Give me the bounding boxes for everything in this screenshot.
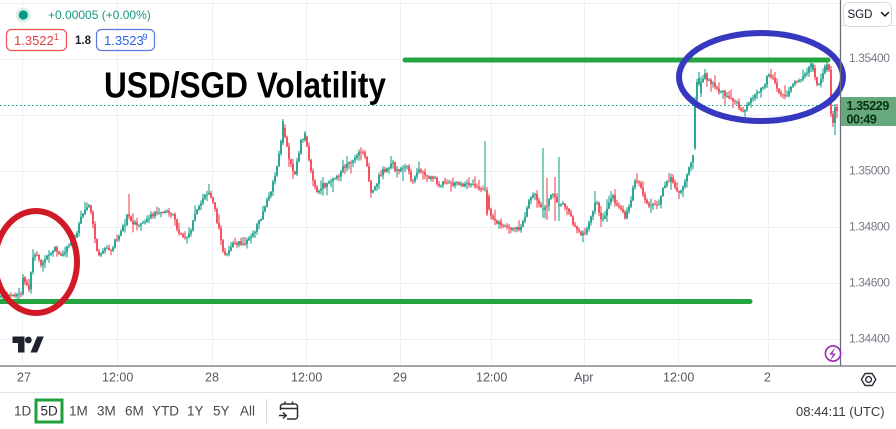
svg-text:12:00: 12:00	[663, 371, 694, 385]
svg-text:+0.00005 (+0.00%): +0.00005 (+0.00%)	[48, 8, 151, 22]
svg-text:1.35000: 1.35000	[849, 164, 890, 178]
svg-text:9: 9	[143, 32, 148, 42]
svg-text:SGD: SGD	[848, 9, 873, 21]
svg-text:08:44:11 (UTC): 08:44:11 (UTC)	[796, 404, 885, 419]
svg-text:12:00: 12:00	[291, 371, 322, 385]
svg-text:12:00: 12:00	[102, 371, 133, 385]
svg-text:5Y: 5Y	[213, 404, 230, 419]
svg-text:00:49: 00:49	[847, 113, 877, 127]
svg-text:27: 27	[17, 371, 31, 385]
svg-text:1D: 1D	[14, 404, 32, 419]
svg-text:1Y: 1Y	[187, 404, 204, 419]
svg-text:1.35229: 1.35229	[847, 99, 890, 113]
svg-text:28: 28	[205, 371, 219, 385]
svg-text:1.3522: 1.3522	[14, 33, 54, 48]
svg-text:1.8: 1.8	[75, 35, 92, 47]
svg-text:1.34400: 1.34400	[849, 332, 890, 346]
svg-text:Apr: Apr	[574, 371, 593, 385]
svg-text:1.34800: 1.34800	[849, 220, 890, 234]
svg-text:USD/SGD Volatility: USD/SGD Volatility	[104, 65, 386, 106]
svg-text:YTD: YTD	[152, 404, 179, 419]
svg-text:2: 2	[764, 371, 771, 385]
svg-text:29: 29	[393, 371, 407, 385]
svg-text:5D: 5D	[41, 404, 59, 419]
svg-text:3M: 3M	[97, 404, 116, 419]
svg-text:1.3523: 1.3523	[104, 33, 144, 48]
svg-text:1: 1	[54, 32, 59, 42]
svg-text:12:00: 12:00	[476, 371, 507, 385]
svg-text:1.35400: 1.35400	[849, 51, 890, 65]
svg-text:1.34600: 1.34600	[849, 276, 890, 290]
svg-text:1M: 1M	[69, 404, 88, 419]
svg-text:6M: 6M	[125, 404, 144, 419]
svg-text:All: All	[240, 404, 255, 419]
